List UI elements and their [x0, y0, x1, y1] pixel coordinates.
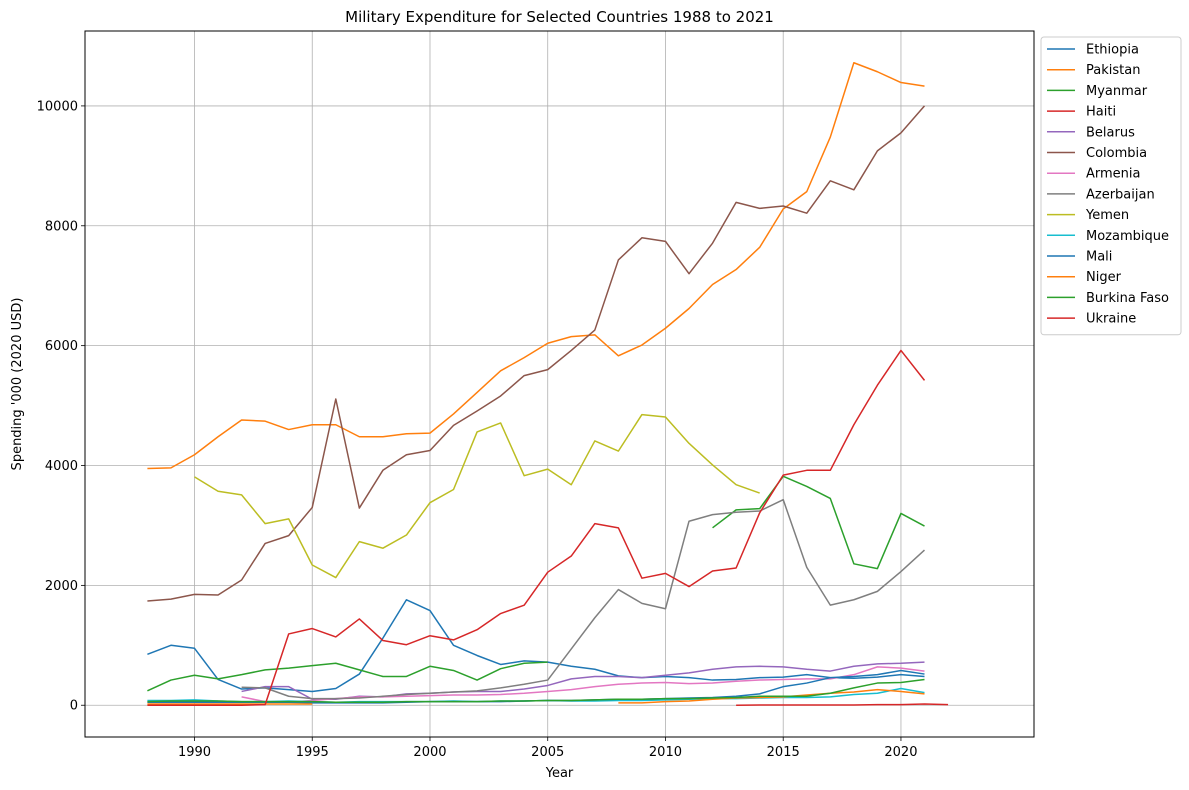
series-line-ukraine — [147, 349, 926, 706]
series-line-burkina-faso — [147, 678, 925, 703]
series-line-haiti — [736, 703, 949, 706]
legend-frame — [1040, 36, 1182, 336]
series-line-yemen — [194, 413, 760, 579]
legend-label-colombia: Colombia — [1086, 146, 1147, 161]
chart-title: Military Expenditure for Selected Countr… — [345, 8, 774, 26]
legend-label-azerbaijan: Azerbaijan — [1086, 187, 1155, 202]
legend-label-yemen: Yemen — [1085, 208, 1129, 223]
y-tick-label: 6000 — [45, 339, 78, 354]
legend-label-haiti: Haiti — [1086, 105, 1116, 120]
y-tick-label: 0 — [70, 699, 78, 714]
series-line-colombia — [147, 105, 926, 602]
legend-label-mozambique: Mozambique — [1086, 229, 1169, 244]
legend-label-mali: Mali — [1086, 250, 1112, 265]
x-tick-label: 2020 — [884, 745, 917, 760]
x-axis: 1990 1995 2000 2005 2010 2015 2020 — [178, 737, 917, 760]
series-line-ethiopia — [147, 599, 925, 693]
series-layer — [147, 62, 949, 706]
x-tick-label: 2010 — [649, 745, 682, 760]
legend-label-pakistan: Pakistan — [1086, 63, 1140, 78]
legend-label-burkina-faso: Burkina Faso — [1086, 291, 1169, 306]
x-tick-label: 2005 — [531, 745, 564, 760]
y-tick-label: 8000 — [45, 219, 78, 234]
legend-label-myanmar: Myanmar — [1086, 84, 1148, 99]
x-tick-label: 2000 — [413, 745, 446, 760]
legend-label-armenia: Armenia — [1086, 167, 1141, 182]
plot-background — [85, 31, 1034, 737]
x-tick-label: 1995 — [296, 745, 329, 760]
y-tick-label: 2000 — [45, 579, 78, 594]
y-axis-title: Spending '000 (2020 USD) — [10, 298, 25, 471]
legend-label-niger: Niger — [1086, 270, 1122, 285]
series-line-armenia — [241, 666, 925, 703]
legend-label-ukraine: Ukraine — [1086, 312, 1136, 327]
series-line-pakistan — [147, 62, 925, 470]
y-axis: 0 2000 4000 6000 8000 10000 — [37, 99, 85, 714]
plot-frame — [84, 30, 1035, 738]
x-tick-label: 2015 — [767, 745, 800, 760]
y-tick-label: 10000 — [37, 99, 78, 114]
legend: Ethiopia Pakistan Myanmar Haiti Belarus Colom… — [1040, 36, 1182, 336]
grid-layer — [85, 31, 1034, 737]
y-tick-label: 4000 — [45, 459, 78, 474]
legend-label-belarus: Belarus — [1086, 125, 1135, 140]
plot-area — [84, 30, 1035, 738]
series-line-niger — [147, 688, 925, 705]
x-tick-label: 1990 — [178, 745, 211, 760]
legend-label-ethiopia: Ethiopia — [1086, 43, 1139, 58]
series-line-myanmar — [147, 475, 925, 692]
series-line-azerbaijan — [241, 498, 926, 700]
x-axis-title: Year — [545, 766, 574, 781]
